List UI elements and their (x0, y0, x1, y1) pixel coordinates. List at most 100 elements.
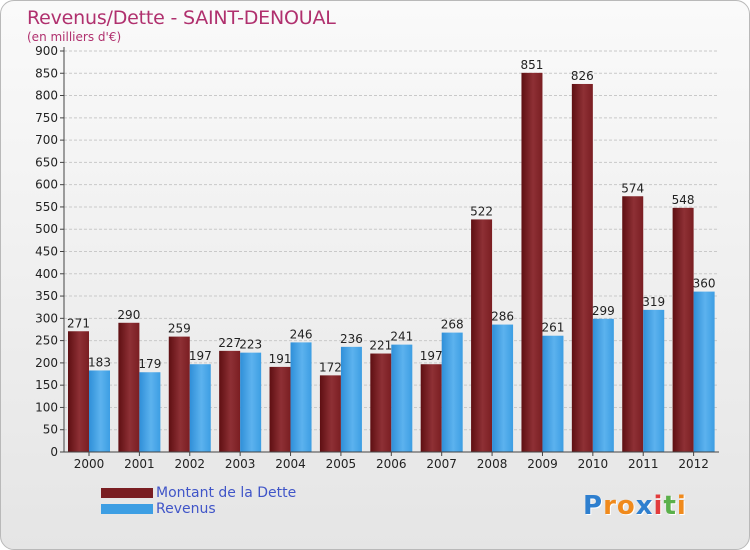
logo-letter: i (676, 491, 687, 521)
bar-revenus (340, 346, 362, 452)
y-tick-label: 250 (35, 334, 58, 348)
data-label-revenus: 236 (340, 332, 363, 346)
data-label-dette: 227 (218, 336, 241, 350)
x-tick-label: 2007 (426, 457, 457, 471)
x-tick-label: 2012 (678, 457, 709, 471)
bar-dette (471, 219, 493, 452)
x-tick-label: 2005 (326, 457, 357, 471)
x-tick-label: 2009 (527, 457, 558, 471)
data-label-dette: 290 (117, 308, 140, 322)
x-tick-label: 2000 (74, 457, 105, 471)
y-tick-label: 400 (35, 267, 58, 281)
data-label-revenus: 246 (290, 327, 313, 341)
data-label-dette: 221 (369, 339, 392, 353)
data-label-revenus: 183 (88, 355, 111, 369)
data-label-dette: 851 (521, 58, 544, 72)
data-label-revenus: 268 (441, 318, 464, 332)
y-tick-label: 800 (35, 89, 58, 103)
y-tick-label: 650 (35, 155, 58, 169)
x-tick-label: 2010 (578, 457, 609, 471)
bar-revenus (643, 309, 665, 452)
bar-dette (571, 83, 593, 453)
bar-dette (420, 364, 442, 452)
y-tick-label: 350 (35, 289, 58, 303)
bar-dette (622, 196, 644, 452)
bar-dette (319, 375, 341, 452)
data-label-dette: 548 (672, 193, 695, 207)
bar-revenus (89, 370, 110, 452)
legend-swatch-dette (101, 488, 153, 498)
x-tick-label: 2001 (124, 457, 155, 471)
bars (68, 72, 715, 453)
logo-letter: o (616, 491, 636, 521)
y-tick-label: 0 (50, 445, 58, 459)
y-tick-label: 750 (35, 111, 58, 125)
y-tick-label: 850 (35, 66, 58, 80)
data-label-dette: 259 (168, 322, 191, 336)
data-label-revenus: 241 (390, 330, 413, 344)
logo-letter: t (663, 491, 677, 521)
bar-revenus (290, 342, 312, 452)
bar-dette (118, 322, 140, 452)
x-tick-label: 2004 (275, 457, 306, 471)
data-label-dette: 574 (621, 181, 644, 195)
data-label-revenus: 179 (138, 357, 161, 371)
bar-dette (68, 331, 89, 452)
data-label-revenus: 261 (542, 321, 565, 335)
data-label-revenus: 223 (239, 338, 262, 352)
bar-revenus (189, 364, 211, 452)
bar-dette (168, 336, 190, 452)
bar-revenus (441, 332, 463, 452)
y-axis: 0 50 100 150 200 250 300 350 400 450 500 550 600 650 7… (35, 44, 64, 459)
logo-letter: r (603, 491, 617, 521)
data-label-dette: 522 (470, 204, 493, 218)
data-label-dette: 172 (319, 360, 342, 374)
y-tick-label: 700 (35, 133, 58, 147)
logo-letter: P (583, 491, 604, 521)
logo-letter: x (635, 491, 654, 521)
data-label-revenus: 319 (642, 295, 665, 309)
data-label-revenus: 360 (693, 277, 716, 291)
legend-swatch-revenus (101, 504, 153, 514)
legend-label-revenus: Revenus (156, 501, 216, 517)
bar-revenus (542, 335, 564, 452)
y-tick-label: 300 (35, 311, 58, 325)
data-label-dette: 197 (420, 349, 443, 363)
bar-dette (219, 350, 241, 452)
proxiti-logo: Proxiti (583, 491, 687, 521)
legend-label-dette: Montant de la Dette (156, 485, 297, 501)
x-tick-label: 2008 (477, 457, 508, 471)
y-tick-label: 200 (35, 356, 58, 370)
bar-dette (370, 353, 392, 452)
y-tick-label: 500 (35, 222, 58, 236)
chart-title: Revenus/Dette - SAINT-DENOUAL (27, 7, 336, 29)
bar-revenus (693, 291, 715, 452)
y-tick-label: 100 (35, 400, 58, 414)
y-tick-label: 50 (43, 423, 58, 437)
data-label-dette: 271 (67, 316, 90, 330)
data-label-revenus: 286 (491, 310, 514, 324)
x-axis: 2000 2001 2002 2003 2004 2005 2006 2007 2008 2009… (74, 452, 709, 471)
logo-letter: i (653, 491, 664, 521)
bar-revenus (139, 372, 161, 452)
y-tick-label: 150 (35, 378, 58, 392)
bar-revenus (592, 318, 614, 452)
bar-revenus (391, 344, 413, 452)
bar-dette (269, 366, 291, 452)
data-label-dette: 191 (269, 352, 292, 366)
x-tick-label: 2003 (225, 457, 256, 471)
y-tick-label: 550 (35, 200, 58, 214)
x-tick-label: 2006 (376, 457, 407, 471)
data-label-revenus: 299 (592, 304, 615, 318)
data-label-dette: 826 (571, 69, 594, 83)
y-tick-label: 600 (35, 178, 58, 192)
x-tick-label: 2002 (174, 457, 205, 471)
y-tick-label: 450 (35, 245, 58, 259)
bar-dette (521, 72, 543, 453)
x-tick-label: 2011 (628, 457, 659, 471)
bar-revenus (492, 324, 514, 452)
bar-revenus (240, 352, 262, 452)
